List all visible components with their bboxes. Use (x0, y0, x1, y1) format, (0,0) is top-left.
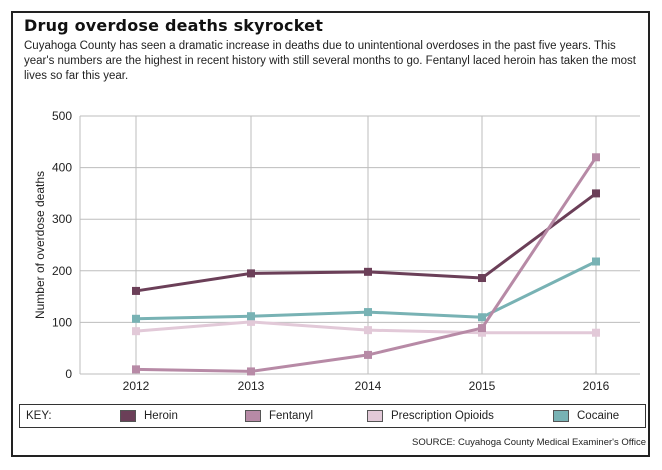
legend-swatch-fentanyl (245, 410, 261, 422)
data-point-prescription-opioids (592, 328, 600, 337)
legend-label-heroin: Heroin (144, 410, 178, 422)
legend-label-fentanyl: Fentanyl (269, 410, 314, 422)
data-point-prescription-opioids (247, 317, 255, 326)
series-line-heroin (135, 192, 597, 293)
y-tick-label: 200 (52, 264, 72, 278)
legend-swatch-prescription-opioids (367, 410, 383, 422)
data-point-fentanyl (364, 350, 372, 359)
legend-swatch-heroin (120, 410, 136, 422)
data-point-cocaine (592, 257, 600, 266)
data-point-heroin (132, 286, 140, 295)
chart-title: Drug overdose deaths skyrocket (24, 16, 324, 35)
data-point-prescription-opioids (364, 326, 372, 335)
legend-key-label: KEY: (26, 410, 52, 422)
x-tick-label: 2016 (583, 379, 610, 393)
data-point-fentanyl (247, 367, 255, 376)
legend-item-heroin: Heroin (120, 410, 178, 422)
data-point-cocaine (364, 308, 372, 317)
data-point-cocaine (132, 314, 140, 323)
data-point-heroin (247, 269, 255, 278)
data-point-fentanyl (478, 324, 486, 333)
data-point-heroin (478, 274, 486, 283)
legend-label-cocaine: Cocaine (577, 410, 620, 422)
data-point-heroin (592, 189, 600, 198)
legend-item-cocaine: Cocaine (553, 410, 619, 422)
x-tick-label: 2012 (123, 379, 150, 393)
series-line-fentanyl (135, 156, 598, 373)
data-point-prescription-opioids (132, 327, 140, 336)
legend: KEY: Heroin Fentanyl Prescription Opioid… (19, 404, 646, 428)
y-tick-label: 300 (52, 212, 72, 226)
legend-label-prescription-opioids: Prescription Opioids (391, 410, 494, 422)
data-point-cocaine (478, 313, 486, 322)
y-tick-label: 100 (52, 315, 72, 329)
x-tick-label: 2014 (355, 379, 382, 393)
source-note: SOURCE: Cuyahoga County Medical Examiner… (412, 437, 646, 448)
y-axis-label: Number of overdose deaths (33, 171, 47, 319)
legend-item-prescription-opioids: Prescription Opioids (367, 410, 494, 422)
legend-swatch-cocaine (553, 410, 569, 422)
y-tick-label: 500 (52, 109, 72, 123)
data-point-heroin (364, 267, 372, 276)
data-point-prescription-opioids (478, 328, 486, 337)
legend-item-fentanyl: Fentanyl (245, 410, 313, 422)
y-tick-label: 400 (52, 161, 72, 175)
chart-frame (11, 11, 650, 457)
chart-subtitle: Cuyahoga County has seen a dramatic incr… (24, 40, 637, 82)
x-tick-label: 2015 (469, 379, 496, 393)
data-point-fentanyl (132, 365, 140, 374)
x-tick-label: 2013 (238, 379, 265, 393)
y-tick-label: 0 (65, 367, 72, 381)
data-point-fentanyl (592, 153, 600, 162)
data-point-cocaine (247, 312, 255, 321)
